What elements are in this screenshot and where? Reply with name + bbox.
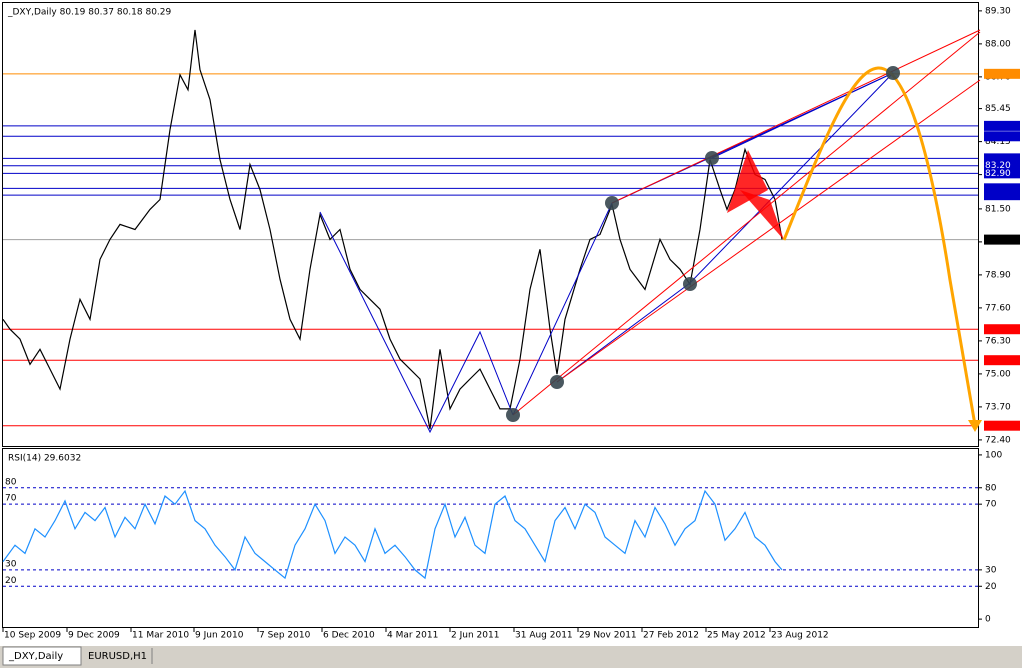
level-label: 20 xyxy=(5,576,17,586)
x-tick-label: 9 Jun 2010 xyxy=(195,631,244,641)
level-label: 80 xyxy=(5,477,17,487)
x-tick-label: 10 Sep 2009 xyxy=(4,631,61,641)
level-box xyxy=(984,153,1020,164)
channel-line xyxy=(556,79,981,383)
pivot-dot xyxy=(886,66,900,80)
pattern-fill xyxy=(740,190,784,240)
level-box xyxy=(984,68,1020,79)
price-line xyxy=(2,29,783,430)
y-tick-label: 70 xyxy=(985,500,997,510)
level-box xyxy=(984,160,1020,171)
y-tick-label: 73.70 xyxy=(985,402,1011,412)
y-tick-label: 72.40 xyxy=(985,435,1011,445)
level-box xyxy=(984,120,1020,131)
tab-label[interactable]: _DXY,Daily xyxy=(8,651,63,662)
level-label: 83.20 xyxy=(985,161,1011,171)
x-tick-label: 6 Dec 2010 xyxy=(323,631,375,641)
level-box xyxy=(984,190,1020,201)
x-tick-label: 23 Aug 2012 xyxy=(771,631,829,641)
level-box xyxy=(984,168,1020,179)
pivot-dot xyxy=(550,375,564,389)
channel-line xyxy=(512,31,981,416)
x-tick-label: 25 May 2012 xyxy=(707,631,766,641)
x-tick-label: 4 Mar 2011 xyxy=(387,631,438,641)
x-tick-label: 7 Sep 2010 xyxy=(259,631,311,641)
y-tick-label: 89.30 xyxy=(985,6,1011,16)
y-tick-label: 84.15 xyxy=(985,137,1011,147)
y-tick-label: 85.45 xyxy=(985,104,1011,114)
chart-title: _DXY,Daily 80.19 80.37 80.18 80.29 xyxy=(7,8,172,18)
level-box xyxy=(984,234,1020,245)
pivot-dot xyxy=(506,408,520,422)
y-tick-label: 77.60 xyxy=(985,303,1011,313)
y-tick-label: 100 xyxy=(985,450,1002,460)
level-box xyxy=(984,324,1020,335)
y-tick-label: 0 xyxy=(985,615,991,625)
rsi-title: RSI(14) 29.6032 xyxy=(8,454,81,464)
x-tick-label: 2 Jun 2011 xyxy=(451,631,499,641)
level-label: 70 xyxy=(5,494,17,504)
projection-arrow xyxy=(782,66,977,426)
level-box xyxy=(984,183,1020,194)
arrow-head xyxy=(968,420,982,432)
pivot-dot xyxy=(683,277,697,291)
level-box xyxy=(984,420,1020,431)
level-label: 30 xyxy=(5,559,17,569)
pattern-line xyxy=(711,72,894,159)
x-tick-label: 27 Feb 2012 xyxy=(643,631,699,641)
tab[interactable] xyxy=(2,646,82,666)
chart-window xyxy=(0,0,1022,646)
level-label: 82.90 xyxy=(985,169,1011,179)
pivot-dot xyxy=(605,196,619,210)
tab-label[interactable]: EURUSD,H1 xyxy=(88,651,147,662)
level-box xyxy=(984,355,1020,366)
x-tick-label: 29 Nov 2011 xyxy=(579,631,637,641)
x-tick-label: 31 Aug 2011 xyxy=(515,631,573,641)
x-tick-label: 11 Mar 2010 xyxy=(132,631,189,641)
y-tick-label: 75.00 xyxy=(985,369,1011,379)
y-tick-label: 88.00 xyxy=(985,39,1011,49)
y-tick-label: 20 xyxy=(985,582,997,592)
y-tick-label: 81.50 xyxy=(985,204,1011,214)
x-tick-label: 9 Dec 2009 xyxy=(68,631,120,641)
y-tick-label: 80 xyxy=(985,483,997,493)
pattern-line xyxy=(319,211,514,434)
price-line xyxy=(2,489,783,580)
rsi-panel xyxy=(2,448,979,628)
y-tick-label: 78.90 xyxy=(985,270,1011,280)
tab-bar xyxy=(0,646,1022,668)
analysis-drawings xyxy=(319,29,982,434)
channel-line xyxy=(611,29,981,204)
y-tick-label: 76.30 xyxy=(985,336,1011,346)
pattern-fill xyxy=(727,150,768,213)
main-panel xyxy=(2,2,979,447)
y-tick-label: 30 xyxy=(985,565,997,575)
level-box xyxy=(984,131,1020,142)
pivot-dot xyxy=(705,151,719,165)
